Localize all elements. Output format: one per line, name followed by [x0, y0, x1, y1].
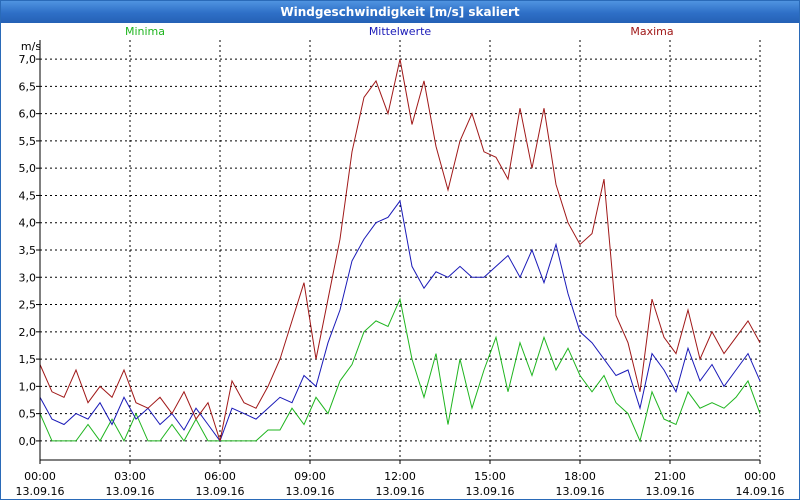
x-tick-time: 09:00 [294, 470, 326, 483]
x-tick-date: 13.09.16 [106, 485, 155, 498]
y-tick-label: 3,5 [19, 244, 37, 257]
series-line-maxima [39, 58, 761, 442]
grid [39, 40, 761, 460]
y-tick-label: 5,0 [19, 162, 37, 175]
y-tick-label: 0,5 [19, 408, 37, 421]
x-tick-date: 13.09.16 [646, 485, 695, 498]
series-line-mittelwerte [39, 199, 761, 442]
y-tick-label: 1,5 [19, 353, 37, 366]
series-lines [39, 58, 761, 443]
y-tick-label: 6,0 [19, 108, 37, 121]
legend: Minima Mittelwerte Maxima [125, 25, 674, 38]
legend-mittelwerte: Mittelwerte [369, 25, 432, 38]
legend-minima: Minima [125, 25, 165, 38]
x-tick-date: 14.09.16 [736, 485, 785, 498]
x-tick-date: 13.09.16 [286, 485, 335, 498]
series-line-minima [39, 297, 761, 443]
y-tick-label: 6,5 [19, 80, 37, 93]
x-tick-time: 00:00 [24, 470, 56, 483]
x-tick-date: 13.09.16 [376, 485, 425, 498]
y-tick-label: 5,5 [19, 135, 37, 148]
x-tick-time: 00:00 [744, 470, 776, 483]
y-tick-label: 7,0 [19, 53, 37, 66]
y-tick-label: 2,5 [19, 299, 37, 312]
y-tick-label: 0,0 [19, 435, 37, 448]
x-tick-date: 13.09.16 [556, 485, 605, 498]
tick-labels: 0,0 0,5 1,0 1,5 2,0 2,5 3,0 3,5 4,0 4,5 5,0 5,5 6,0 6… [16, 40, 785, 498]
axes [36, 40, 761, 464]
x-tick-time: 18:00 [564, 470, 596, 483]
y-tick-label: 1,0 [19, 380, 37, 393]
x-tick-time: 12:00 [384, 470, 416, 483]
x-tick-date: 13.09.16 [196, 485, 245, 498]
y-tick-label: 4,5 [19, 189, 37, 202]
x-tick-date: 13.09.16 [466, 485, 515, 498]
x-tick-time: 21:00 [654, 470, 686, 483]
y-axis-label: m/s [21, 40, 41, 53]
chart-title: Windgeschwindigkeit [m/s] skaliert [1, 1, 799, 23]
x-tick-time: 06:00 [204, 470, 236, 483]
y-tick-label: 3,0 [19, 271, 37, 284]
y-tick-label: 4,0 [19, 217, 37, 230]
legend-maxima: Maxima [630, 25, 673, 38]
y-tick-label: 2,0 [19, 326, 37, 339]
x-tick-date: 13.09.16 [16, 485, 65, 498]
x-tick-time: 15:00 [474, 470, 506, 483]
x-tick-time: 03:00 [114, 470, 146, 483]
